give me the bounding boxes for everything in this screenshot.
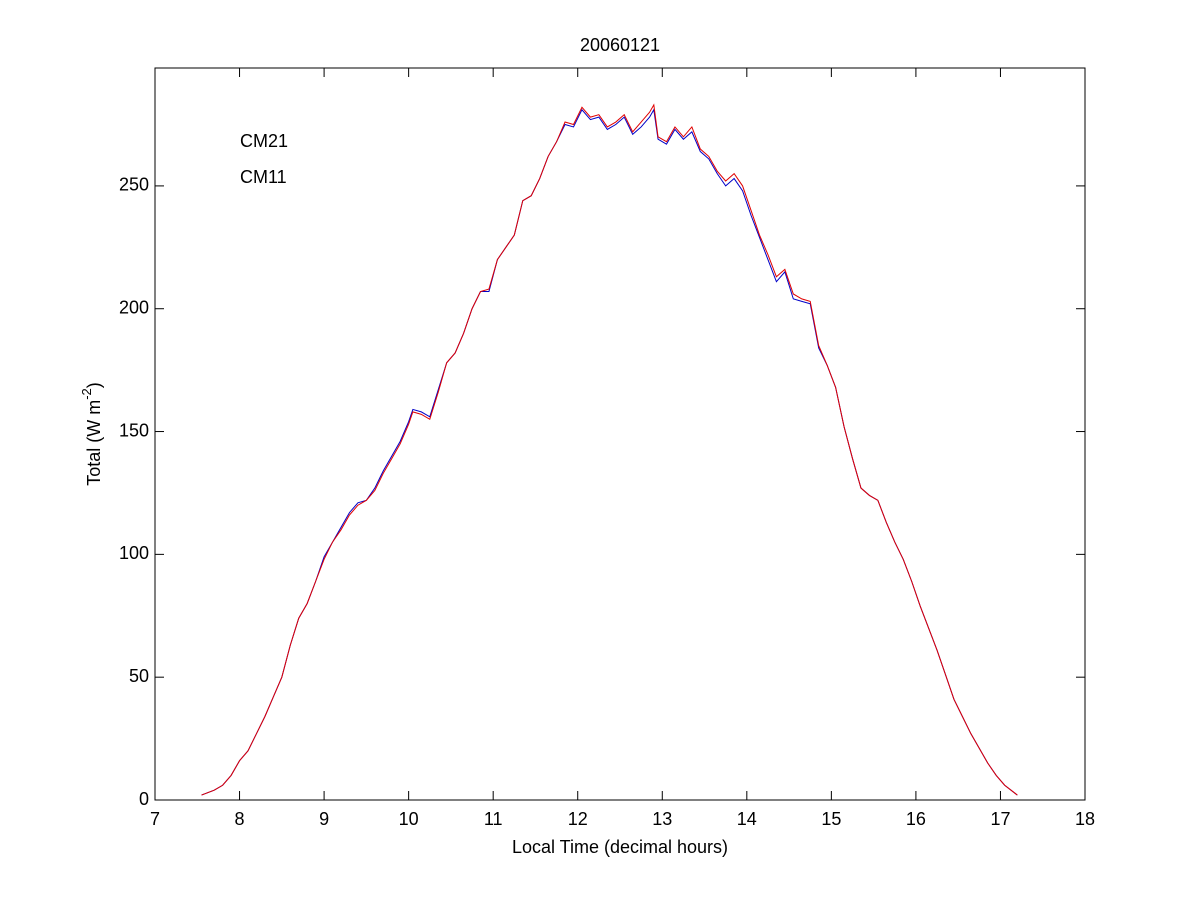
y-tick-label: 200 [119,297,149,317]
y-tick-label: 100 [119,543,149,563]
legend-label: CM11 [240,167,287,187]
y-axis-label-text: Total (W m [84,400,104,486]
plot-area [154,67,1086,801]
y-axis-label-exponent: -2 [79,388,94,400]
x-tick-label: 13 [652,809,672,829]
x-tick-label: 17 [990,809,1010,829]
x-tick-label: 8 [235,809,245,829]
y-tick-label: 150 [119,420,149,440]
y-tick-label: 250 [119,175,149,195]
x-tick-label: 10 [399,809,419,829]
y-axis-label-text: ) [84,382,104,388]
x-tick-label: 18 [1075,809,1095,829]
x-tick-label: 12 [568,809,588,829]
series-line [201,103,1018,796]
x-tick-label: 14 [737,809,757,829]
y-tick-label: 50 [129,666,149,686]
x-tick-label: 9 [319,809,329,829]
x-tick-label: 7 [150,809,160,829]
x-tick-label: 16 [906,809,926,829]
chart-title: 20060121 [580,35,660,55]
y-tick-label: 0 [139,789,149,809]
x-axis-label: Local Time (decimal hours) [512,837,728,857]
legend-label: CM21 [240,131,288,151]
x-tick-label: 15 [821,809,841,829]
y-axis-label: Total (W m-2) [79,382,103,486]
x-tick-label: 11 [484,809,503,829]
